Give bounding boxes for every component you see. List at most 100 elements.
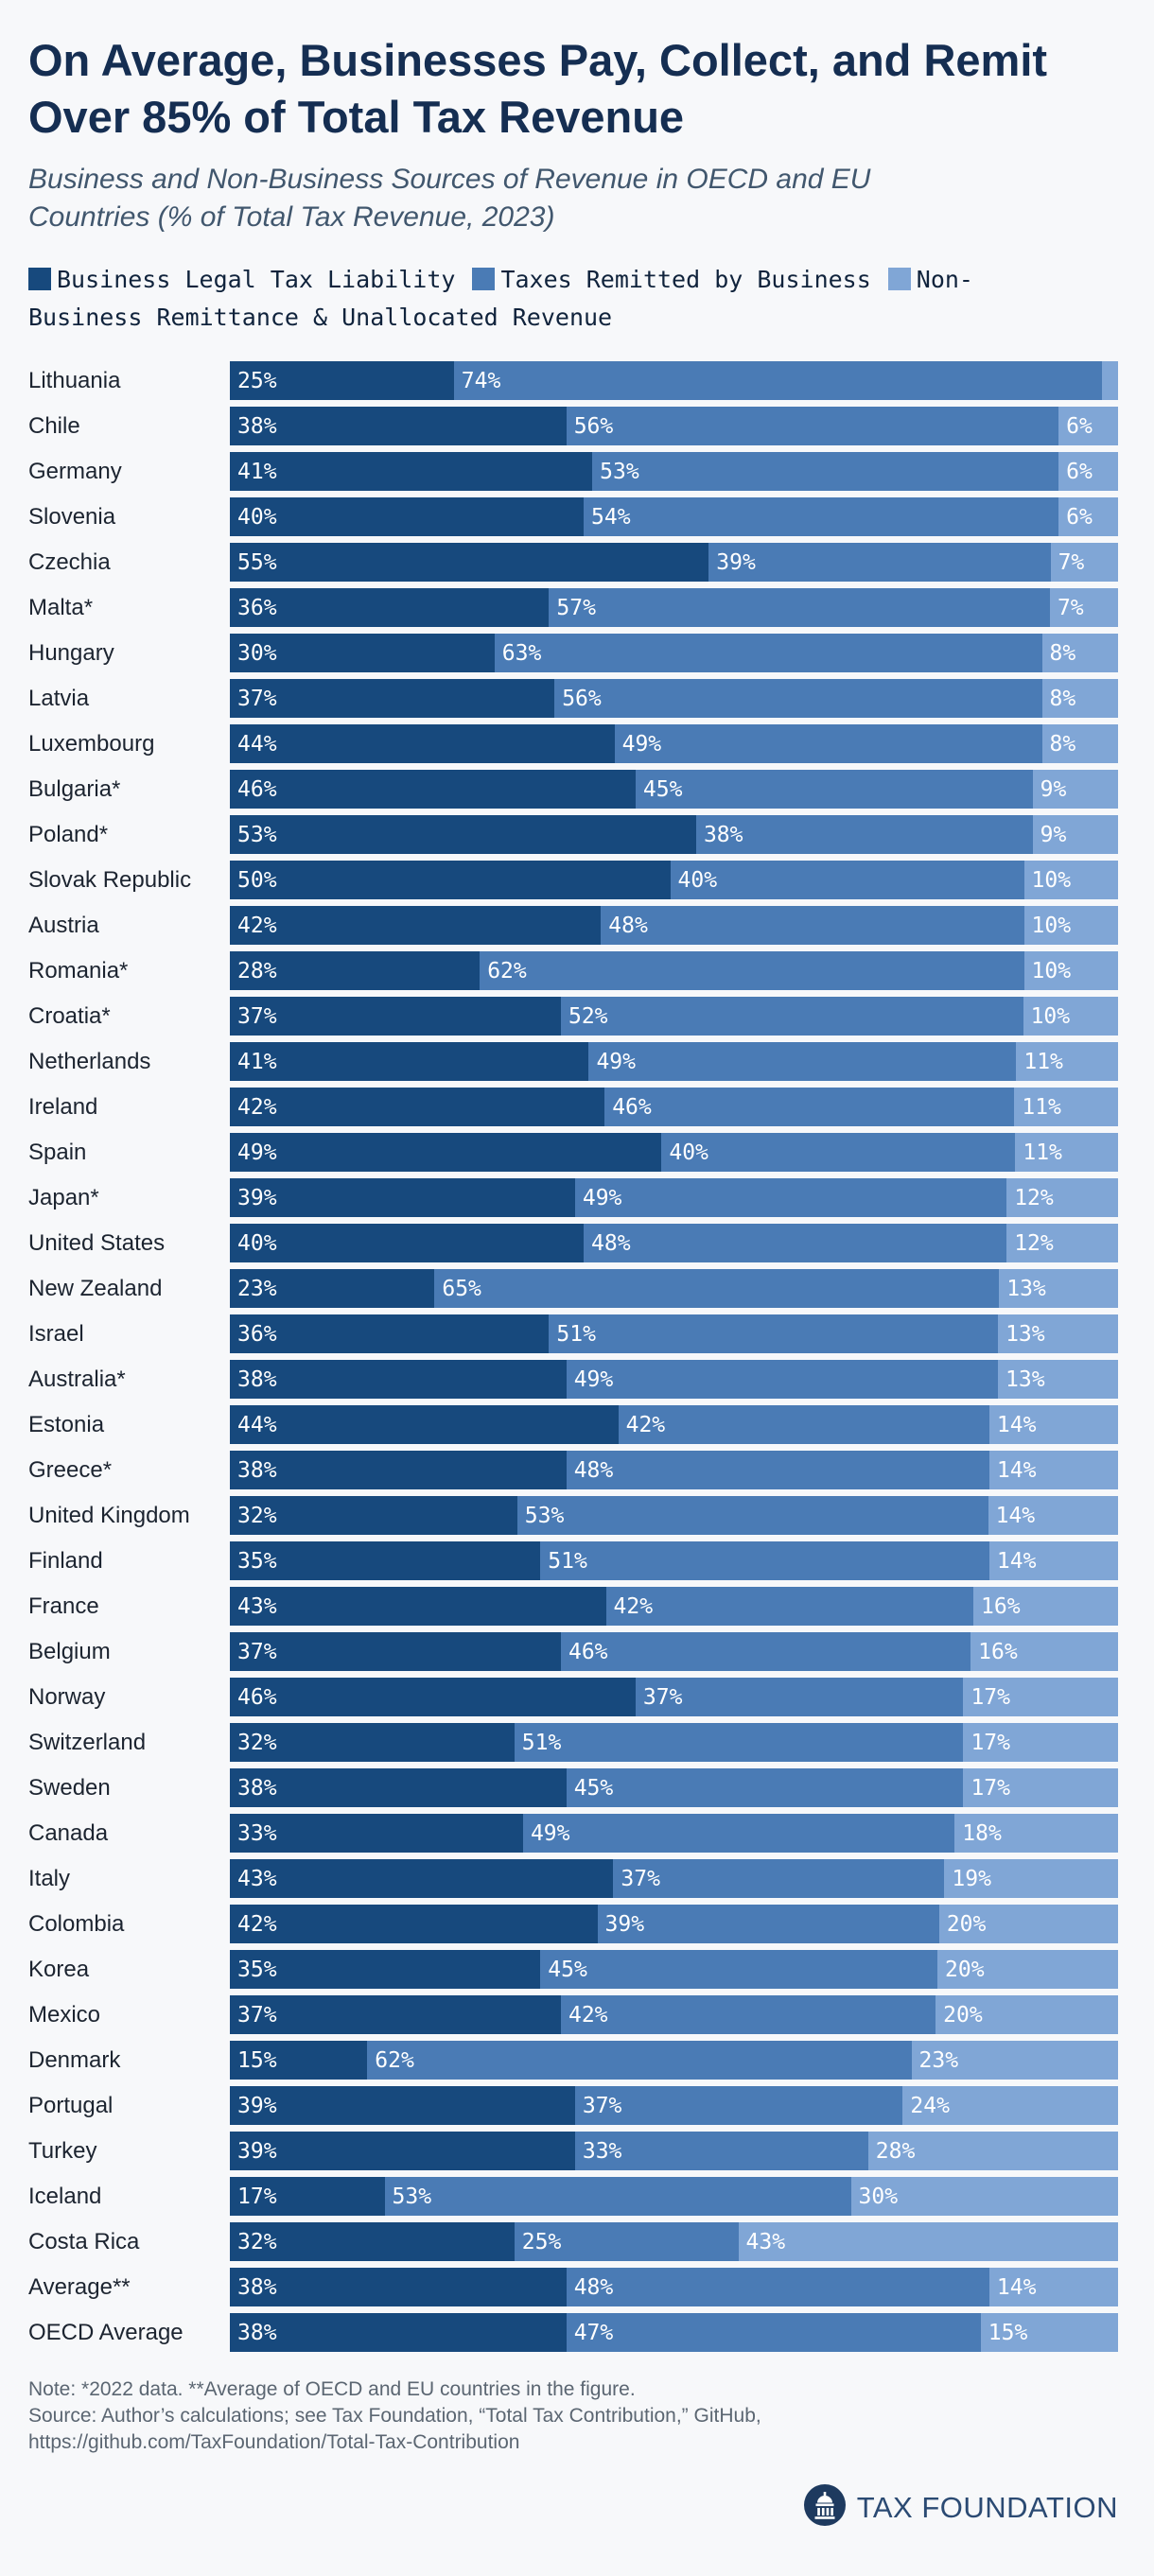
country-label: Israel xyxy=(28,1320,84,1347)
chart-subtitle: Business and Non-Business Sources of Rev… xyxy=(28,164,871,234)
bar-segment: 17% xyxy=(230,2177,385,2217)
stacked-bar: 30% 63% 8% xyxy=(230,634,1118,673)
table-row: Italy 43% 37% 19% xyxy=(28,1859,1118,1899)
bar-segment: 32% xyxy=(230,1723,515,1763)
bar-segment: 48% xyxy=(566,1451,989,1490)
bar-segment: 52% xyxy=(560,997,1023,1036)
country-label: France xyxy=(28,1593,99,1619)
bar-segment: 32% xyxy=(230,2222,515,2262)
stacked-bar: 32% 25% 43% xyxy=(230,2222,1118,2262)
country-label: United States xyxy=(28,1229,166,1256)
bar-segment: 49% xyxy=(230,1133,662,1173)
stacked-bar: 36% 57% 7% xyxy=(230,588,1118,628)
bar-segment: 13% xyxy=(999,1269,1118,1309)
legend-label: Non-Business Remittance & Unallocated Re… xyxy=(28,266,973,332)
bar-segment: 42% xyxy=(618,1405,989,1445)
bar-segment: 20% xyxy=(938,1905,1118,1944)
bar-segment: 43% xyxy=(738,2222,1118,2262)
stacked-bar: 37% 46% 16% xyxy=(230,1632,1118,1672)
bar-segment: 46% xyxy=(604,1088,1015,1127)
bar-segment: 16% xyxy=(973,1587,1118,1627)
country-label: Denmark xyxy=(28,2046,121,2073)
country-label: Australia* xyxy=(28,1366,126,1392)
bar-segment: 49% xyxy=(566,1360,999,1400)
table-row: New Zealand 23% 65% 13% xyxy=(28,1269,1118,1309)
bar-segment: 17% xyxy=(963,1768,1118,1808)
bar-segment: 40% xyxy=(230,497,584,537)
country-label: Greece* xyxy=(28,1456,113,1483)
table-row: Switzerland 32% 51% 17% xyxy=(28,1723,1118,1763)
country-label: Turkey xyxy=(28,2137,97,2164)
table-row: United States 40% 48% 12% xyxy=(28,1224,1118,1263)
bar-segment: 37% xyxy=(230,1632,561,1672)
table-row: Chile 38% 56% 6% xyxy=(28,407,1119,446)
table-row: Greece* 38% 48% 14% xyxy=(28,1451,1118,1490)
bar-segment: 44% xyxy=(230,724,615,764)
bar-segment: 46% xyxy=(230,1678,636,1717)
country-label: Sweden xyxy=(28,1774,111,1801)
table-row: Canada 33% 49% 18% xyxy=(28,1814,1118,1854)
bar-segment: 37% xyxy=(230,1995,561,2035)
bar-segment: 47% xyxy=(566,2313,981,2353)
bar-segment: 55% xyxy=(230,543,709,583)
stacked-bar: 28% 62% 10% xyxy=(230,951,1118,991)
country-label: Luxembourg xyxy=(28,730,155,757)
bar-segment: 11% xyxy=(1015,1133,1118,1173)
country-label: Finland xyxy=(28,1547,103,1574)
country-label: Croatia* xyxy=(28,1002,111,1029)
bar-segment: 65% xyxy=(434,1269,1000,1309)
bar-segment: 13% xyxy=(998,1314,1119,1354)
bar-segment: 42% xyxy=(230,1088,605,1127)
table-row: France 43% 42% 16% xyxy=(28,1587,1118,1627)
bar-segment: 11% xyxy=(1016,1042,1118,1082)
country-label: Canada xyxy=(28,1819,109,1846)
bar-segment: 35% xyxy=(230,1950,541,1990)
bar-segment: 10% xyxy=(1023,997,1118,1036)
brand-footer: TAX FOUNDATION xyxy=(28,2484,1118,2531)
country-label: Poland* xyxy=(28,821,109,847)
table-row: Estonia 44% 42% 14% xyxy=(28,1405,1118,1445)
table-row: OECD Average 38% 47% 15% xyxy=(28,2313,1118,2353)
country-label: Ireland xyxy=(28,1093,98,1120)
bar-segment: 53% xyxy=(230,815,696,855)
stacked-bar: 38% 47% 15% xyxy=(230,2313,1118,2353)
bar-segment: 45% xyxy=(540,1950,937,1990)
country-label: Iceland xyxy=(28,2183,102,2209)
bar-segment: 33% xyxy=(230,1814,523,1854)
table-row: Norway 46% 37% 17% xyxy=(28,1678,1118,1717)
bar-segment: 41% xyxy=(230,452,593,492)
country-label: Malta* xyxy=(28,594,94,620)
table-row: Poland* 53% 38% 9% xyxy=(28,815,1118,855)
stacked-bar: 44% 42% 14% xyxy=(230,1405,1118,1445)
country-label: Chile xyxy=(28,412,80,439)
bar-segment: 38% xyxy=(695,815,1033,855)
stacked-bar: 33% 49% 18% xyxy=(230,1814,1118,1854)
bar-segment: 51% xyxy=(514,1723,964,1763)
country-label: Slovak Republic xyxy=(28,866,192,893)
country-label: Portugal xyxy=(28,2092,114,2118)
legend-label: Taxes Remitted by Business xyxy=(500,266,871,294)
stacked-bar: 49% 40% 11% xyxy=(230,1133,1118,1173)
table-row: Slovak Republic 50% 40% 10% xyxy=(28,861,1118,900)
table-row: Israel 36% 51% 13% xyxy=(28,1314,1119,1354)
bar-segment: 10% xyxy=(1023,861,1118,900)
legend-item: Non-Business Remittance & Unallocated Re… xyxy=(28,266,973,331)
bar-segment: 14% xyxy=(988,1541,1118,1581)
bar-segment: 38% xyxy=(230,1360,567,1400)
stacked-bar: 46% 37% 17% xyxy=(230,1678,1118,1717)
stacked-bar: 42% 48% 10% xyxy=(230,906,1118,946)
bar-segment: 6% xyxy=(1058,452,1119,492)
bar-segment: 49% xyxy=(522,1814,955,1854)
country-label: Spain xyxy=(28,1139,87,1165)
table-row: Finland 35% 51% 14% xyxy=(28,1541,1118,1581)
source-url: https://github.com/TaxFoundation/Total-T… xyxy=(28,2431,520,2454)
bar-segment: 56% xyxy=(554,679,1042,719)
country-label: Colombia xyxy=(28,1910,125,1937)
stacked-bar: 39% 37% 24% xyxy=(230,2086,1118,2126)
table-row: Lithuania 25% 74% xyxy=(28,361,1118,401)
stacked-bar: 38% 48% 14% xyxy=(230,2268,1118,2307)
bar-segment: 8% xyxy=(1041,679,1118,719)
country-label: Switzerland xyxy=(28,1729,147,1755)
bar-segment: 25% xyxy=(230,361,454,401)
table-row: Latvia 37% 56% 8% xyxy=(28,679,1118,719)
